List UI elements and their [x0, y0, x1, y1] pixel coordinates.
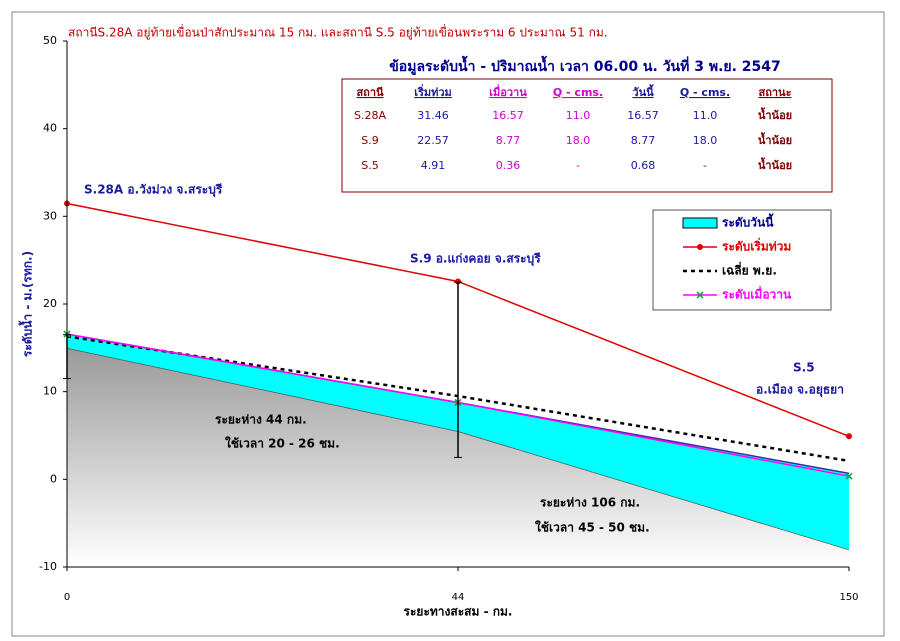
annotation: S.5	[793, 361, 815, 375]
annotation: S.28A อ.วังม่วง จ.สระบุรี	[84, 183, 223, 198]
annotation: ระยะห่าง 44 กม.	[215, 413, 307, 427]
point	[846, 433, 852, 440]
legend-label: ระดับเริ่มท่วม	[722, 238, 791, 254]
y-tick-label: 40	[43, 122, 57, 135]
point	[845, 472, 853, 480]
table-cell: 0.36	[496, 159, 521, 172]
area	[67, 334, 849, 550]
table-cell: 22.57	[417, 134, 449, 147]
page-title: สถานีS.28A อยู่ท้ายเขื่อนป่าสักประมาณ 15…	[68, 24, 608, 41]
y-axis-label: ระดับน้ำ - ม.(รทก.)	[18, 251, 35, 357]
table-header: สถานะ	[759, 86, 792, 99]
table-cell: 31.46	[417, 109, 449, 122]
annotation: S.9 อ.แก่งคอย จ.สระบุรี	[410, 252, 541, 267]
table-cell: 8.77	[631, 134, 656, 147]
table-header: สถานี	[356, 86, 384, 99]
table-cell: 8.77	[496, 134, 521, 147]
table-cell: -	[703, 159, 707, 172]
table-header: Q - cms.	[680, 86, 730, 99]
legend-label: ระดับเมื่อวาน	[722, 286, 792, 302]
y-tick-label: 50	[43, 34, 57, 47]
legend-label: เฉลี่ย พ.ย.	[722, 262, 777, 278]
y-tick-label: 30	[43, 209, 57, 222]
table-cell: 16.57	[627, 109, 659, 122]
table-cell: 11.0	[693, 109, 718, 122]
table-cell: S.5	[361, 159, 378, 172]
table-cell: น้ำน้อย	[758, 157, 792, 172]
y-tick-label: 20	[43, 297, 57, 310]
x-axis-label: ระยะทางสะสม - กม.	[404, 605, 513, 619]
table-cell: S.28A	[354, 109, 386, 122]
y-tick-label: 0	[50, 472, 57, 485]
annotation: ใช้เวลา 45 - 50 ชม.	[535, 520, 650, 535]
y-tick-label: 10	[43, 385, 57, 398]
table-cell: 4.91	[421, 159, 446, 172]
table-header: เริ่มท่วม	[414, 84, 452, 99]
legend-marker	[696, 291, 704, 299]
table-cell: 11.0	[566, 109, 591, 122]
table-cell: 18.0	[693, 134, 718, 147]
table-header: Q - cms.	[553, 86, 603, 99]
table-cell: น้ำน้อย	[758, 132, 792, 147]
x-tick-label: 0	[64, 592, 70, 603]
table-cell: 0.68	[631, 159, 656, 172]
point	[455, 278, 461, 285]
legend-marker	[697, 244, 703, 250]
table-cell: น้ำน้อย	[758, 107, 792, 122]
legend-swatch	[682, 217, 718, 229]
table-cell: S.9	[361, 134, 378, 147]
annotation: ระยะห่าง 106 กม.	[540, 496, 640, 510]
table-header: เมื่อวาน	[489, 84, 527, 99]
table-cell: -	[576, 159, 580, 172]
table-cell: 18.0	[566, 134, 591, 147]
table-box	[341, 78, 833, 193]
annotation: อ.เมือง จ.อยุธยา	[756, 383, 844, 398]
table-header: วันนี้	[632, 84, 654, 99]
annotation: ใช้เวลา 20 - 26 ชม.	[225, 436, 340, 451]
x-tick-label: 150	[839, 592, 858, 603]
x-tick-label: 44	[452, 592, 465, 603]
y-tick-label: -10	[39, 560, 57, 573]
legend-label: ระดับวันนี้	[722, 213, 774, 230]
table-cell: 16.57	[492, 109, 524, 122]
table-title: ข้อมูลระดับน้ำ - ปริมาณน้ำ เวลา 06.00 น.…	[389, 55, 781, 75]
